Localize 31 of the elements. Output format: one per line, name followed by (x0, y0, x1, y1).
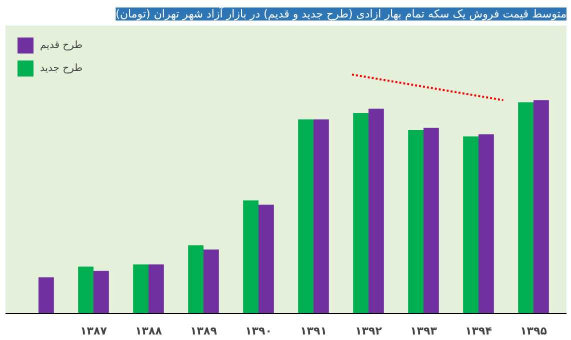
bar (148, 264, 164, 314)
legend-label: طرح قدیم (40, 40, 83, 50)
bar (188, 245, 204, 314)
bar (298, 119, 314, 314)
bar (463, 136, 478, 314)
bar (534, 100, 549, 314)
x-tick-label: ۱۳۹۰ (245, 324, 272, 338)
bar (478, 134, 494, 314)
bar (133, 264, 148, 314)
x-tick-label: ۱۳۹۵ (520, 324, 548, 338)
bar (204, 250, 219, 314)
bar (353, 112, 368, 314)
x-tick-label: ۱۳۸۸ (135, 324, 162, 338)
x-tick-label: ۱۳۹۳ (410, 324, 438, 338)
chart-title: متوسط قیمت فروش یک سکه تمام بهار ازادی (طرح جدید و قدیم) در بازار آزاد شهر تهران (تومان) (116, 6, 567, 20)
x-tick-label: ۱۳۹۲ (355, 324, 382, 338)
bar (78, 266, 94, 314)
bar (38, 277, 54, 314)
x-tick-label: ۱۳۹۱ (300, 324, 327, 338)
x-tick-label: ۱۳۸۷ (80, 324, 108, 338)
bar (243, 200, 258, 314)
bar (314, 119, 329, 314)
bar (518, 102, 534, 314)
x-tick-label: ۱۳۹۴ (465, 324, 492, 338)
bar (94, 270, 109, 314)
bar (408, 130, 424, 314)
x-tick-label: ۱۳۸۹ (190, 324, 218, 338)
bar (258, 204, 274, 314)
bar (424, 128, 439, 314)
bar (368, 108, 384, 314)
legend-label: طرح جدید (40, 62, 83, 74)
